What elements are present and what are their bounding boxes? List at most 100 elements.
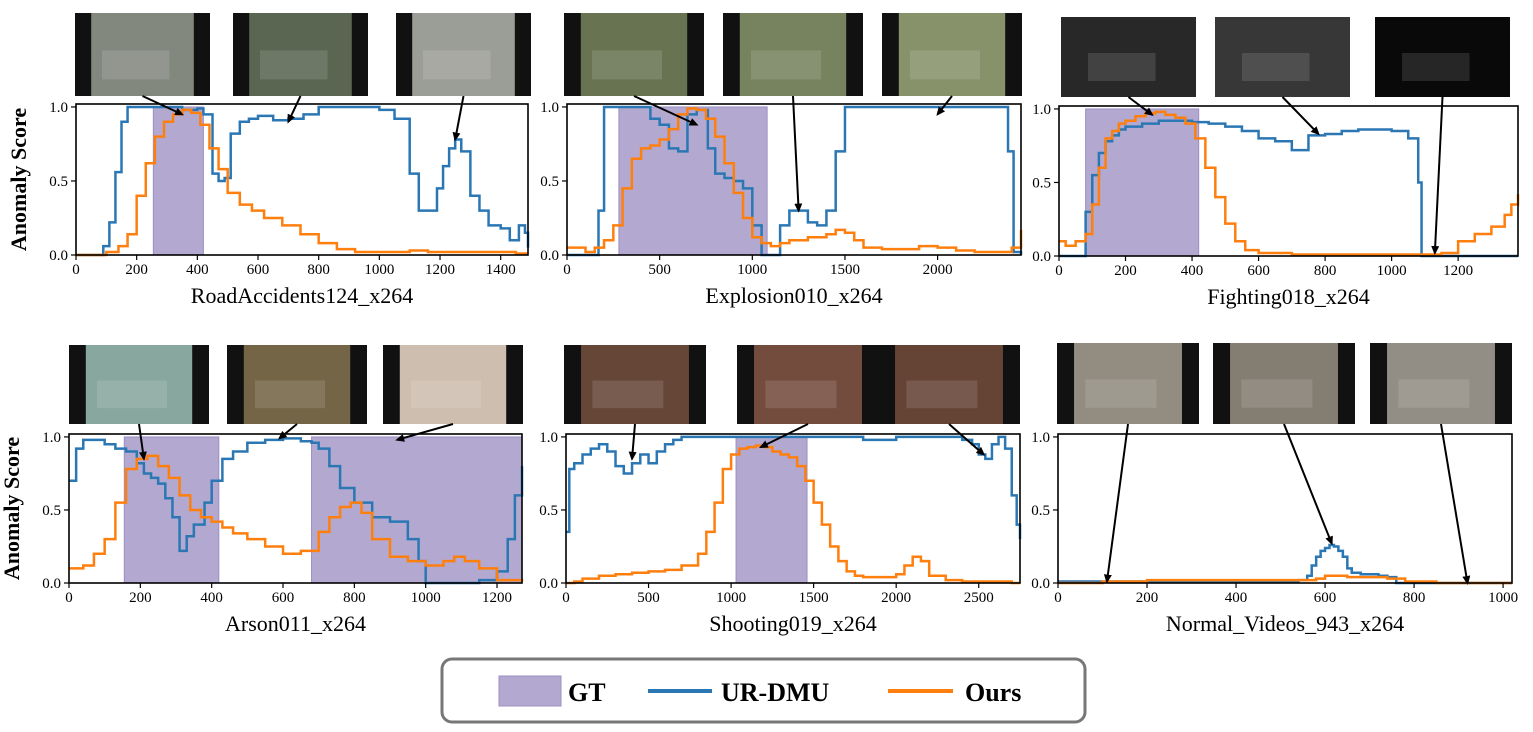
subplot-4: 0 200 400 600 800 1000 1200 0.0 0.5 1.0 Arson011_x… — [0, 345, 524, 636]
frame-arrow — [287, 95, 302, 124]
y-axis-label: Anomaly Score — [0, 437, 24, 580]
ours-series-line — [1058, 574, 1512, 585]
legend-ours-label: Ours — [965, 678, 1021, 707]
x-tick-label: 1500 — [830, 262, 860, 278]
y-tick-label: 0.0 — [1031, 576, 1050, 592]
y-tick-label: 0.0 — [540, 248, 559, 264]
x-tick-label: 1500 — [799, 590, 829, 606]
frame-arrow — [628, 423, 637, 461]
frame-thumbnail — [737, 345, 879, 424]
y-tick-label: 1.0 — [42, 430, 61, 446]
x-tick-label: 1000 — [1377, 263, 1407, 279]
x-tick-label: 2000 — [881, 590, 911, 606]
x-tick-label: 0 — [65, 590, 73, 606]
x-tick-label: 800 — [343, 590, 366, 606]
frame-arrow — [1283, 423, 1333, 546]
x-tick-label: 400 — [200, 590, 223, 606]
subplot-title: Shooting019_x264 — [709, 611, 876, 636]
subplot-title: Normal_Videos_943_x264 — [1166, 611, 1404, 636]
frame-thumbnail — [723, 13, 863, 96]
legend-box — [440, 657, 1087, 724]
frame-thumbnail — [396, 13, 531, 96]
subplot-5: 0 500 1000 1500 2000 2500 0.0 0.5 1.0 Shooting019… — [539, 345, 1022, 636]
x-tick-label: 1000 — [411, 590, 441, 606]
y-tick-label: 1.0 — [49, 100, 68, 116]
frame-arrow — [948, 423, 986, 456]
y-tick-label: 0.5 — [42, 503, 61, 519]
x-tick-label: 200 — [1136, 590, 1159, 606]
frame-thumbnail — [878, 345, 1020, 424]
x-tick-label: 1200 — [425, 262, 455, 278]
y-tick-label: 0.5 — [540, 174, 559, 190]
legend-urdmu-label: UR-DMU — [721, 678, 830, 707]
urdmu-series-line — [76, 105, 530, 257]
x-tick-label: 0 — [563, 262, 571, 278]
x-tick-label: 800 — [307, 262, 330, 278]
frame-thumbnail — [227, 345, 367, 424]
x-tick-label: 1000 — [716, 590, 746, 606]
y-tick-label: 0.0 — [1032, 249, 1051, 265]
x-tick-label: 0 — [562, 590, 570, 606]
frame-thumbnail — [882, 13, 1022, 96]
legend: GT UR-DMU Ours — [440, 657, 1087, 724]
frame-arrow — [759, 423, 809, 449]
x-tick-label: 200 — [129, 590, 152, 606]
subplot-title: Fighting018_x264 — [1207, 284, 1370, 309]
subplot-6: 0 200 400 600 800 1000 0.0 0.5 1.0 Normal_Videos_… — [1031, 343, 1518, 636]
frame-thumbnail — [1375, 17, 1510, 97]
frame-arrow — [1127, 96, 1154, 117]
gt-interval — [1085, 108, 1200, 257]
x-tick-label: 0 — [1054, 590, 1062, 606]
y-tick-label: 0.0 — [49, 248, 68, 264]
frame-arrow — [142, 95, 184, 116]
y-tick-label: 1.0 — [540, 100, 559, 116]
axes-frame — [565, 433, 1021, 584]
y-tick-label: 0.0 — [42, 576, 61, 592]
x-tick-label: 1000 — [364, 262, 394, 278]
frame-arrow — [1440, 423, 1471, 585]
frame-thumbnail — [564, 345, 706, 424]
frame-arrow — [633, 95, 699, 126]
x-tick-label: 200 — [1114, 263, 1137, 279]
x-tick-label: 800 — [1314, 263, 1337, 279]
frame-arrow — [1431, 96, 1444, 256]
ours-series-line — [567, 107, 1023, 254]
gt-interval — [735, 436, 808, 584]
x-tick-label: 0 — [1055, 263, 1063, 279]
x-tick-label: 0 — [72, 262, 80, 278]
x-tick-label: 500 — [648, 262, 671, 278]
x-tick-label: 500 — [637, 590, 660, 606]
x-tick-label: 1400 — [486, 262, 516, 278]
frame-thumbnail — [75, 13, 210, 96]
y-tick-label: 0.0 — [539, 576, 558, 592]
x-tick-label: 400 — [1181, 263, 1204, 279]
frame-thumbnail — [1370, 343, 1512, 424]
frame-thumbnail — [1057, 343, 1199, 424]
frame-arrow — [1281, 96, 1320, 136]
axes-frame — [1058, 105, 1519, 257]
y-tick-label: 1.0 — [1032, 102, 1051, 118]
x-tick-label: 200 — [125, 262, 148, 278]
axes-frame — [1057, 433, 1513, 584]
axes-frame — [75, 103, 529, 256]
frame-thumbnail — [1215, 17, 1350, 97]
x-tick-label: 1200 — [482, 590, 512, 606]
axes-frame — [68, 433, 523, 584]
subplot-3: 0 200 400 600 800 1000 1200 0.0 0.5 1.0 Fighting01… — [1032, 17, 1520, 309]
y-axis-label: Anomaly Score — [6, 108, 31, 251]
frame-arrow — [936, 95, 953, 116]
urdmu-series-line — [1058, 543, 1512, 585]
gt-interval — [618, 106, 768, 256]
subplot-title: Arson011_x264 — [225, 611, 366, 636]
y-tick-label: 1.0 — [539, 430, 558, 446]
frame-arrow — [277, 423, 298, 440]
subplot-title: RoadAccidents124_x264 — [191, 283, 413, 308]
frame-thumbnail — [1061, 17, 1196, 97]
urdmu-series-line — [567, 105, 1023, 257]
frame-arrow — [138, 423, 147, 461]
subplot-title: Explosion010_x264 — [705, 283, 882, 308]
x-tick-label: 400 — [1225, 590, 1248, 606]
frame-thumbnail — [383, 345, 523, 424]
subplot-2: 0 500 1000 1500 2000 0.0 0.5 1.0 Explosion010_x2… — [540, 13, 1023, 308]
